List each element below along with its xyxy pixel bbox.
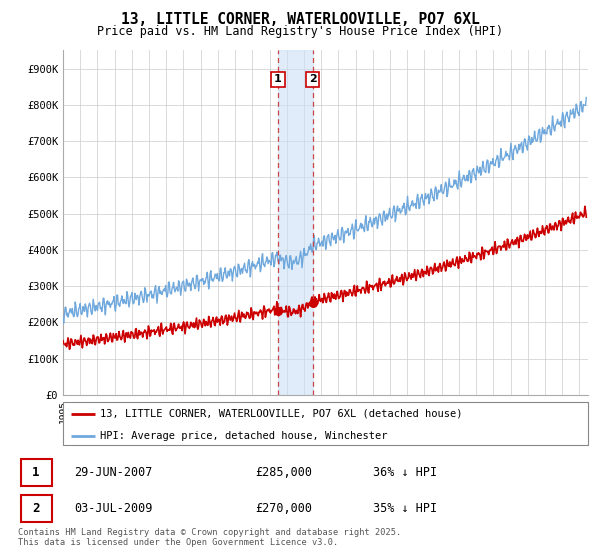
Text: 1: 1: [32, 466, 40, 479]
Bar: [278, 50, 313, 395]
Text: 29-JUN-2007: 29-JUN-2007: [74, 466, 153, 479]
Text: 36% ↓ HPI: 36% ↓ HPI: [373, 466, 437, 479]
Text: Contains HM Land Registry data © Crown copyright and database right 2025.
This d: Contains HM Land Registry data © Crown c…: [18, 528, 401, 547]
Text: £270,000: £270,000: [255, 502, 312, 515]
Text: HPI: Average price, detached house, Winchester: HPI: Average price, detached house, Winc…: [100, 431, 387, 441]
Text: 13, LITTLE CORNER, WATERLOOVILLE, PO7 6XL: 13, LITTLE CORNER, WATERLOOVILLE, PO7 6X…: [121, 12, 479, 27]
FancyBboxPatch shape: [63, 402, 588, 445]
FancyBboxPatch shape: [21, 459, 52, 486]
Text: 2: 2: [309, 74, 316, 85]
Text: 2: 2: [32, 502, 40, 515]
Text: 35% ↓ HPI: 35% ↓ HPI: [373, 502, 437, 515]
Text: Price paid vs. HM Land Registry's House Price Index (HPI): Price paid vs. HM Land Registry's House …: [97, 25, 503, 38]
FancyBboxPatch shape: [21, 495, 52, 521]
Text: £285,000: £285,000: [255, 466, 312, 479]
Text: 1: 1: [274, 74, 282, 85]
Text: 13, LITTLE CORNER, WATERLOOVILLE, PO7 6XL (detached house): 13, LITTLE CORNER, WATERLOOVILLE, PO7 6X…: [100, 409, 462, 419]
Text: 03-JUL-2009: 03-JUL-2009: [74, 502, 153, 515]
